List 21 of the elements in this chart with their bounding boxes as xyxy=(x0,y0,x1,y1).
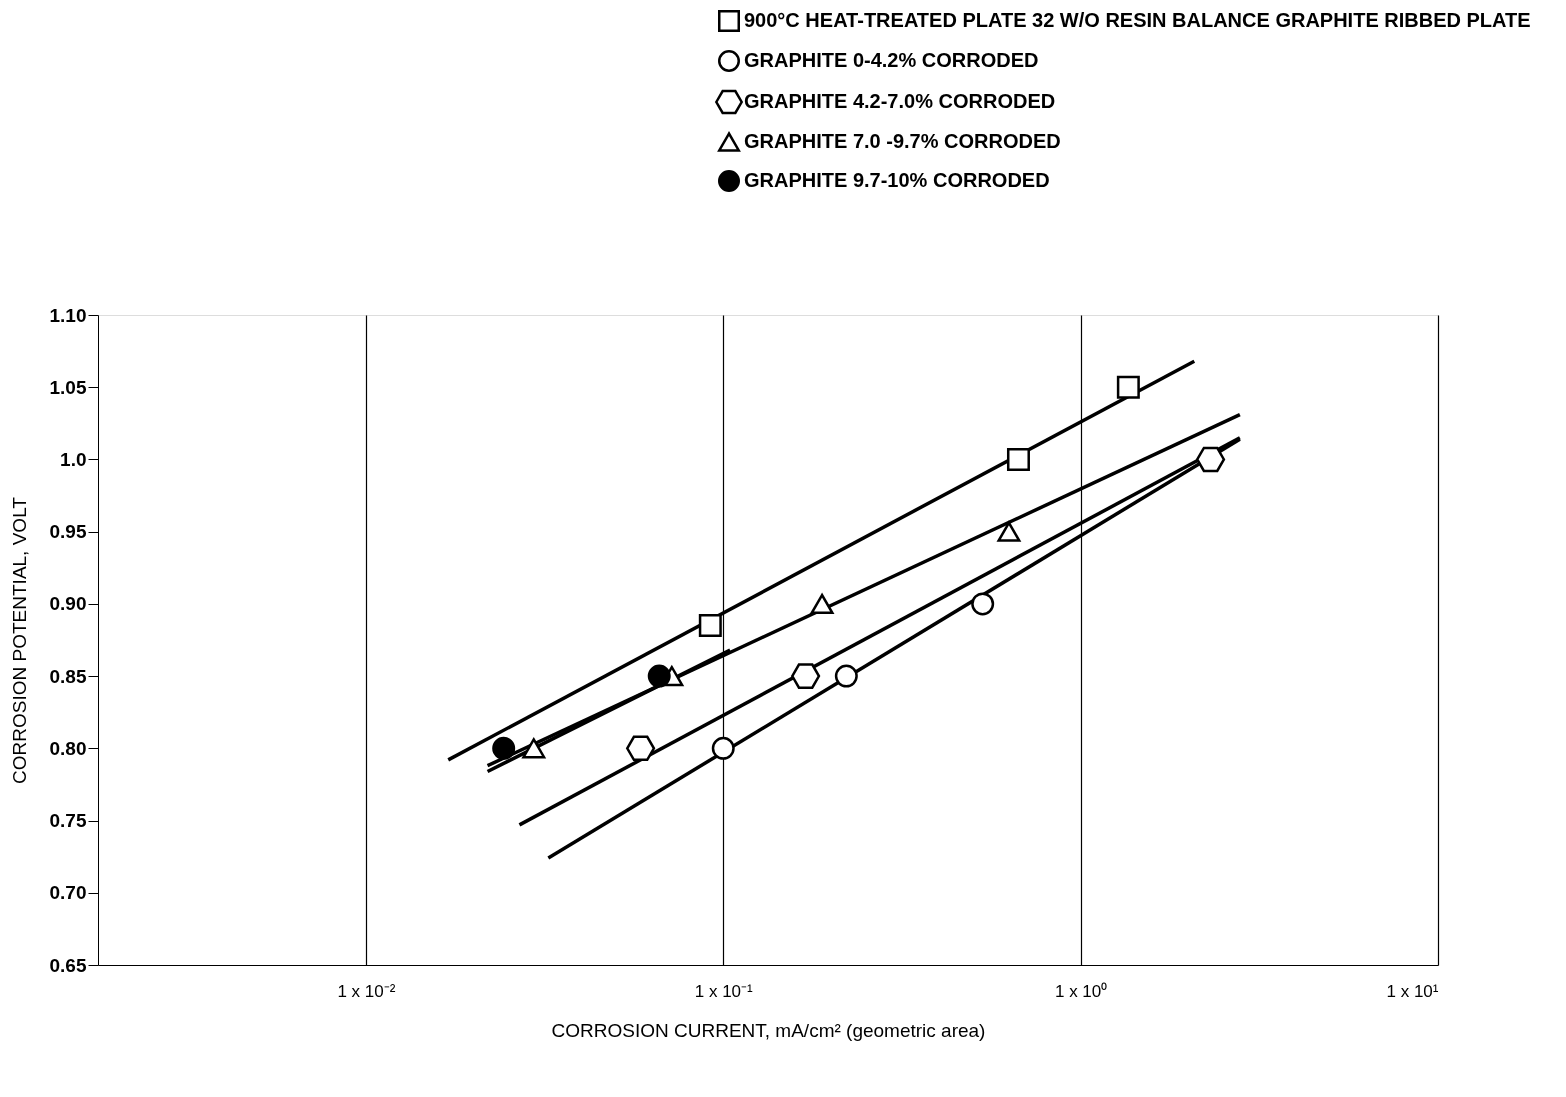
y-tick-label: 1.0 xyxy=(60,448,87,470)
legend-label: GRAPHITE 9.7-10% CORRODED xyxy=(744,169,1050,191)
legend-label: GRAPHITE 0-4.2% CORRODED xyxy=(744,49,1039,71)
y-tick-label: 0.80 xyxy=(49,737,87,759)
x-axis-title: CORROSION CURRENT, mA/cm² (geometric area) xyxy=(551,1019,986,1041)
x-tick-label: 1 x 10¹ xyxy=(1386,981,1439,1001)
y-tick-label: 0.65 xyxy=(49,954,87,976)
y-tick-label: 0.70 xyxy=(49,882,87,904)
y-tick-label: 1.10 xyxy=(49,304,87,326)
legend-label: 900°C HEAT-TREATED PLATE 32 W/O RESIN BALANCE GRAPHITE RIBBED PLATE xyxy=(744,9,1531,31)
legend-label: GRAPHITE 7.0 -9.7% CORRODED xyxy=(744,130,1061,152)
x-tick-label: 1 x 10⁰ xyxy=(1054,981,1108,1001)
y-tick-label: 0.75 xyxy=(49,810,87,832)
y-tick-label: 0.85 xyxy=(49,665,87,687)
y-tick-label: 1.05 xyxy=(49,376,87,398)
x-tick-label: 1 x 10⁻¹ xyxy=(694,981,754,1001)
x-tick-label: 1 x 10⁻² xyxy=(337,981,396,1001)
y-tick-label: 0.95 xyxy=(49,521,87,543)
y-tick-label: 0.90 xyxy=(49,593,87,615)
y-axis-title: CORROSION POTENTIAL, VOLT xyxy=(8,496,30,784)
legend-label: GRAPHITE 4.2-7.0% CORRODED xyxy=(744,90,1056,112)
